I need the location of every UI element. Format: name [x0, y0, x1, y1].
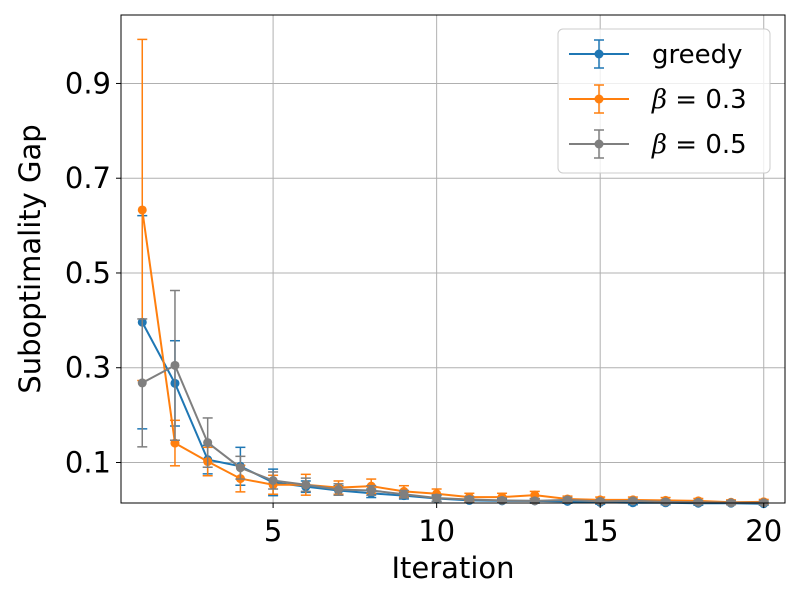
- axes: 5 10 15 20 0.1 0.3 0.5 0.7 0.9: [65, 66, 782, 548]
- data-point: [595, 496, 605, 506]
- legend-label: β = 0.5: [651, 130, 747, 160]
- data-point: [268, 475, 278, 485]
- y-tick-label: 0.7: [65, 161, 111, 195]
- legend-item-2: β = 0.5: [569, 129, 747, 160]
- data-point: [628, 496, 638, 506]
- data-point: [334, 484, 344, 494]
- plot-frame: [120, 14, 786, 504]
- data-point: [301, 480, 311, 490]
- legend-symbol: β: [651, 85, 667, 115]
- data-point: [693, 497, 703, 507]
- legend-text: greedy: [652, 40, 743, 70]
- data-point: [366, 485, 376, 495]
- series-line: [141, 363, 764, 504]
- data-point: [137, 205, 147, 215]
- data-point: [661, 497, 671, 507]
- data-point: [562, 495, 572, 505]
- x-tick-label: 15: [582, 514, 619, 548]
- legend-marker: [594, 139, 604, 149]
- x-tick-label: 20: [745, 514, 782, 548]
- legend-marker: [594, 94, 604, 104]
- legend-item-1: β = 0.3: [569, 84, 747, 115]
- data-point: [203, 438, 213, 448]
- y-tick-label: 0.5: [65, 256, 111, 290]
- legend-marker: [594, 49, 604, 59]
- legend-symbol: β: [651, 130, 667, 160]
- y-tick-label: 0.3: [65, 351, 111, 385]
- data-point: [530, 496, 540, 506]
- y-tick-label: 0.9: [65, 66, 111, 100]
- data-point: [464, 494, 474, 504]
- data-point: [432, 493, 442, 503]
- data-point: [497, 495, 507, 505]
- x-tick-label: 10: [418, 514, 455, 548]
- y-tick-label: 0.1: [65, 445, 111, 479]
- x-tick-label: 5: [264, 514, 282, 548]
- legend-box: [557, 28, 771, 174]
- legend-label: greedy: [652, 40, 743, 70]
- data-point: [235, 463, 245, 473]
- y-axis-label: Suboptimality Gap: [13, 124, 47, 393]
- series-0: [137, 214, 769, 509]
- data-point: [137, 378, 147, 388]
- legend-text: = 0.5: [667, 130, 747, 160]
- series-line: [141, 209, 764, 504]
- legend-text: = 0.3: [667, 85, 747, 115]
- data-point: [170, 360, 180, 370]
- legend-item-0: greedy: [569, 39, 743, 70]
- data-point: [399, 489, 409, 499]
- x-axis-label: Iteration: [391, 551, 514, 585]
- legend-label: β = 0.3: [651, 85, 747, 115]
